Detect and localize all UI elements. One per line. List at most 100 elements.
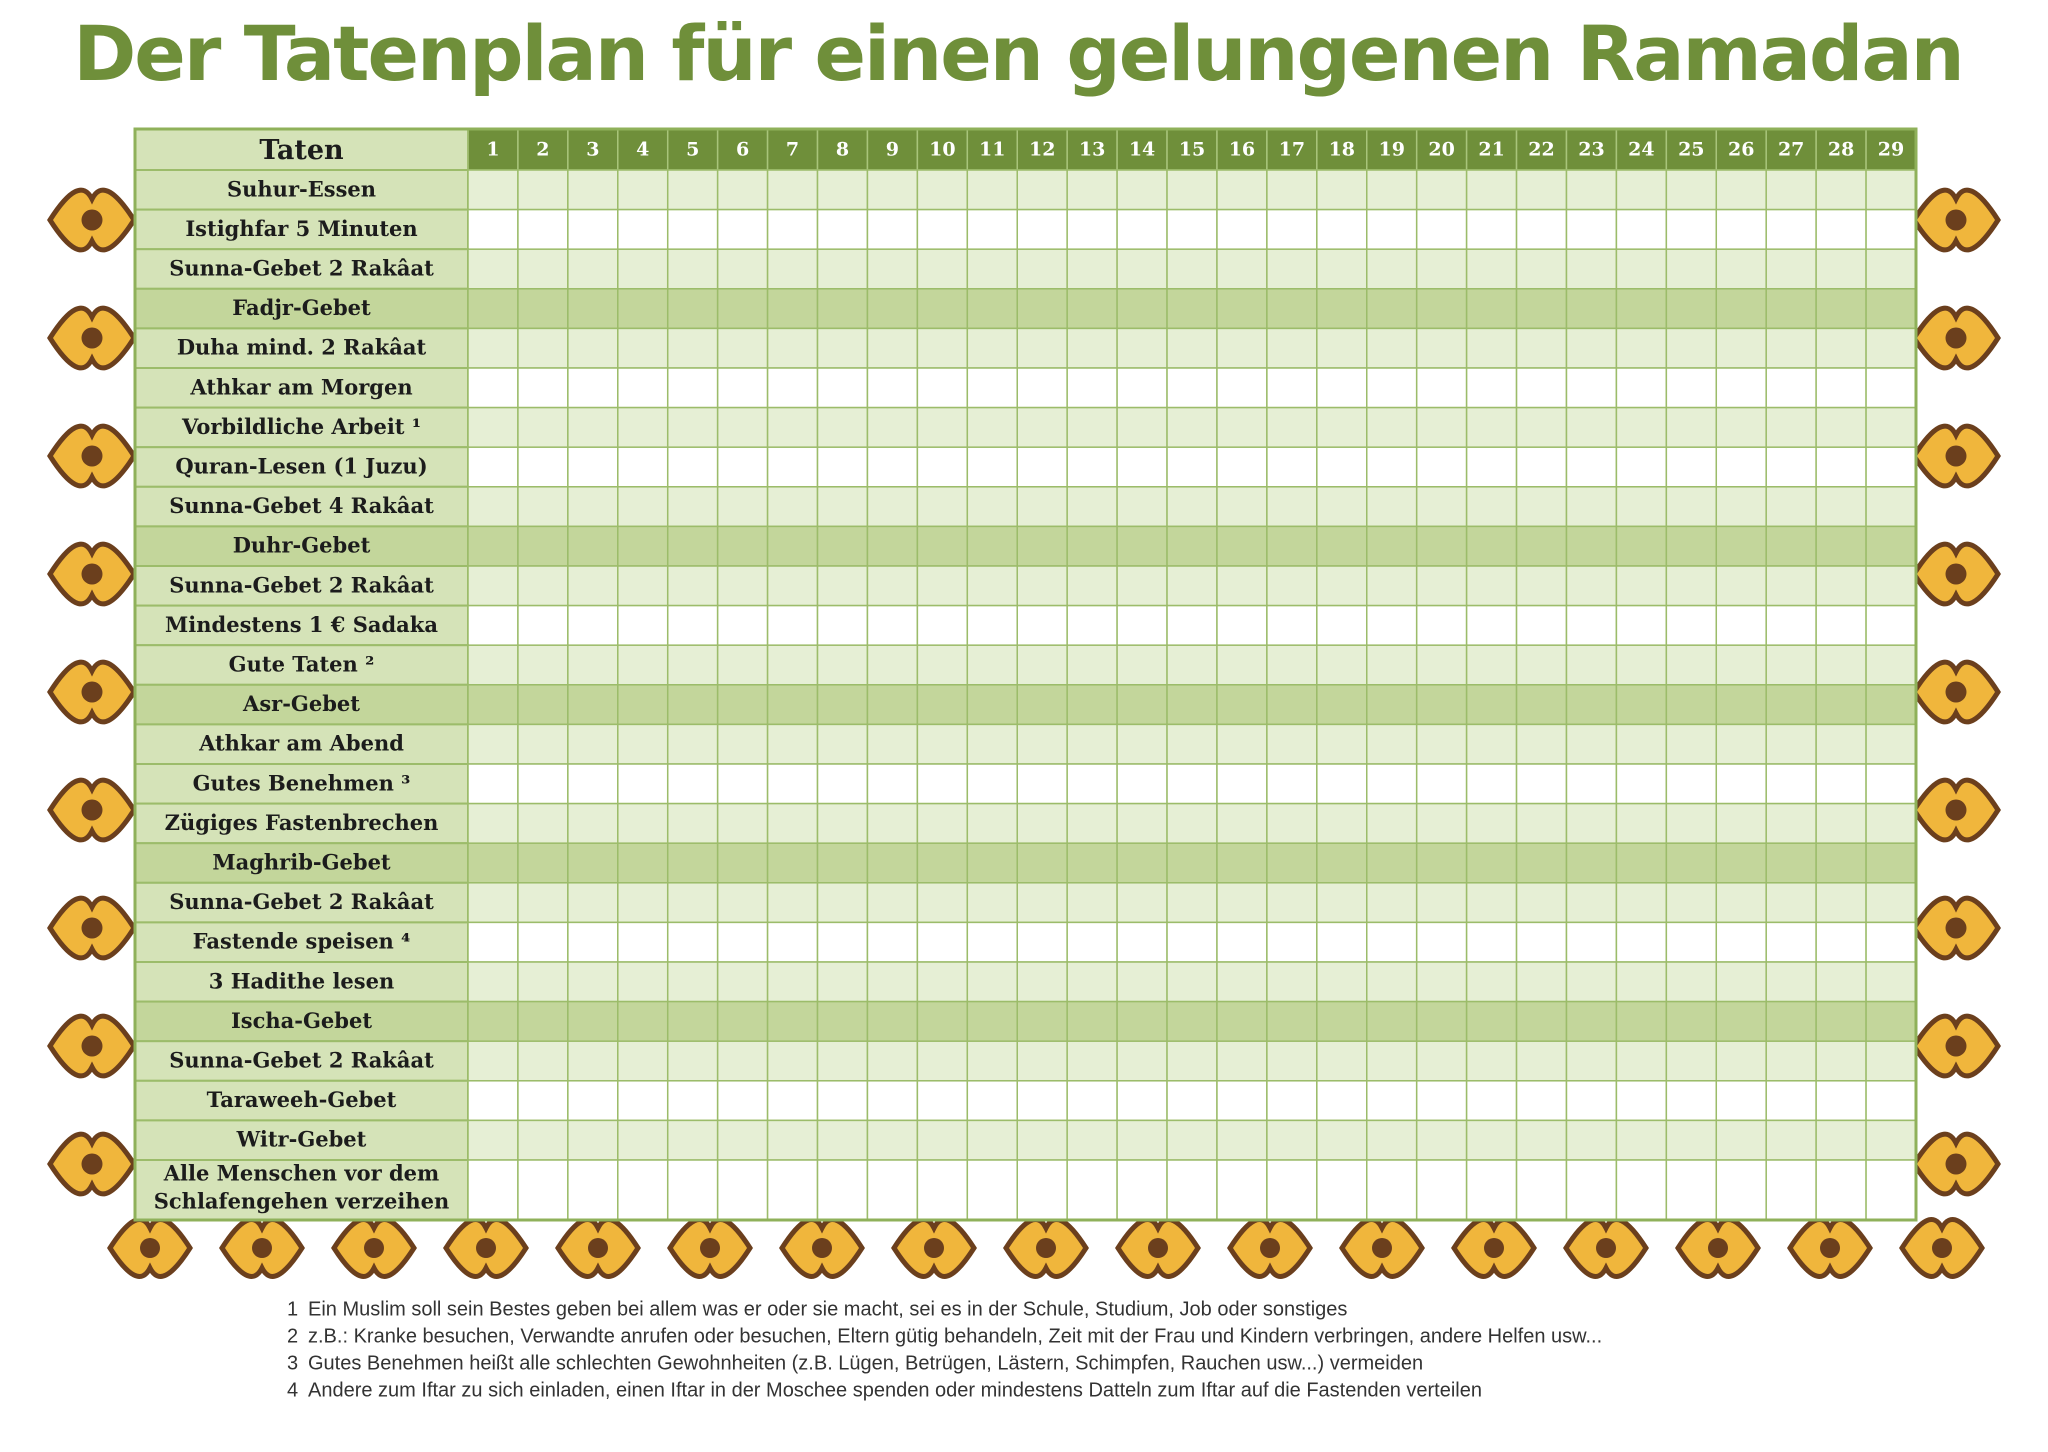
check-cell [966, 525, 1018, 567]
check-cell [567, 1119, 619, 1161]
table-border [133, 127, 1918, 1222]
check-cell [1765, 446, 1817, 488]
check-cell [1166, 723, 1218, 765]
check-cell [1166, 882, 1218, 924]
check-cell [467, 723, 519, 765]
check-cell [1116, 882, 1168, 924]
check-cell [766, 684, 819, 726]
check-cell [1715, 1159, 1767, 1221]
check-cell [1565, 1000, 1618, 1042]
check-cell [1415, 802, 1468, 844]
check-cell [1815, 525, 1867, 567]
check-cell [1665, 1000, 1718, 1042]
check-cell [666, 842, 719, 884]
check-cell [467, 208, 519, 250]
check-cell [866, 1080, 919, 1122]
check-cell [1815, 802, 1867, 844]
day-number: 28 [1828, 139, 1854, 161]
check-cell [567, 763, 619, 805]
check-cell [766, 525, 819, 567]
check-cell [1116, 1159, 1168, 1221]
footnote-number: 4 [287, 1379, 298, 1401]
check-cell [866, 1159, 919, 1221]
check-cell [1216, 327, 1268, 369]
day-number: 29 [1878, 139, 1904, 161]
check-cell [766, 882, 819, 924]
row-label: Gutes Benehmen ³ [193, 770, 411, 795]
row-label: Athkar am Abend [198, 731, 404, 756]
check-cell [1815, 882, 1867, 924]
check-cell [617, 921, 669, 963]
check-cell [517, 446, 569, 488]
check-cell [467, 288, 519, 330]
check-cell [1865, 961, 1917, 1003]
check-cell [1415, 684, 1468, 726]
check-cell [866, 565, 919, 607]
check-cell [1016, 1159, 1068, 1221]
check-cell [1565, 565, 1618, 607]
check-cell [1166, 486, 1218, 528]
check-cell [517, 644, 569, 686]
check-cell [517, 486, 569, 528]
check-cell [1316, 1000, 1368, 1042]
check-cell [1865, 882, 1917, 924]
check-cell [1765, 1159, 1817, 1221]
check-cell [966, 1080, 1018, 1122]
check-cell [1316, 684, 1368, 726]
check-cell [567, 367, 619, 409]
check-cell [766, 604, 819, 646]
check-cell [1665, 921, 1718, 963]
check-cell [1615, 882, 1668, 924]
check-cell [766, 327, 819, 369]
check-cell [1266, 802, 1318, 844]
check-cell [1316, 565, 1368, 607]
check-cell [1415, 1119, 1468, 1161]
check-cell [1515, 208, 1568, 250]
check-cell [1066, 248, 1118, 290]
check-cell [766, 1080, 819, 1122]
day-header-cell [1366, 128, 1418, 171]
check-cell [517, 525, 569, 567]
check-cell [1116, 406, 1168, 448]
check-cell [1415, 763, 1468, 805]
check-cell [1116, 367, 1168, 409]
check-cell [1016, 763, 1068, 805]
ornament [1945, 681, 1967, 703]
check-cell [816, 446, 869, 488]
check-cell [1565, 406, 1618, 448]
check-cell [666, 446, 719, 488]
check-cell [1615, 486, 1668, 528]
check-cell [1565, 446, 1618, 488]
check-cell [1815, 248, 1867, 290]
check-cell [617, 327, 669, 369]
check-cell [1066, 604, 1118, 646]
check-cell [1266, 565, 1318, 607]
check-cell [1016, 1000, 1068, 1042]
row-label: Alle Menschen vor dem [163, 1161, 439, 1186]
check-cell [517, 208, 569, 250]
check-cell [966, 1119, 1018, 1161]
check-cell [1266, 248, 1318, 290]
check-cell [1765, 565, 1817, 607]
check-cell [1166, 842, 1218, 884]
check-cell [1316, 406, 1368, 448]
check-cell [1316, 1159, 1368, 1221]
check-cell [567, 961, 619, 1003]
check-cell [816, 842, 869, 884]
check-cell [1016, 208, 1068, 250]
check-cell [1216, 248, 1268, 290]
check-cell [1815, 644, 1867, 686]
check-cell [517, 565, 569, 607]
check-cell [617, 446, 669, 488]
row-label-cell [134, 327, 469, 369]
row-label: Taraweeh-Gebet [207, 1087, 397, 1112]
check-cell [1016, 248, 1068, 290]
check-cell [1166, 208, 1218, 250]
check-cell [716, 248, 769, 290]
check-cell [1765, 327, 1817, 369]
check-cell [1116, 644, 1168, 686]
day-number: 7 [786, 139, 799, 161]
check-cell [966, 248, 1018, 290]
check-cell [916, 961, 969, 1003]
check-cell [467, 367, 519, 409]
